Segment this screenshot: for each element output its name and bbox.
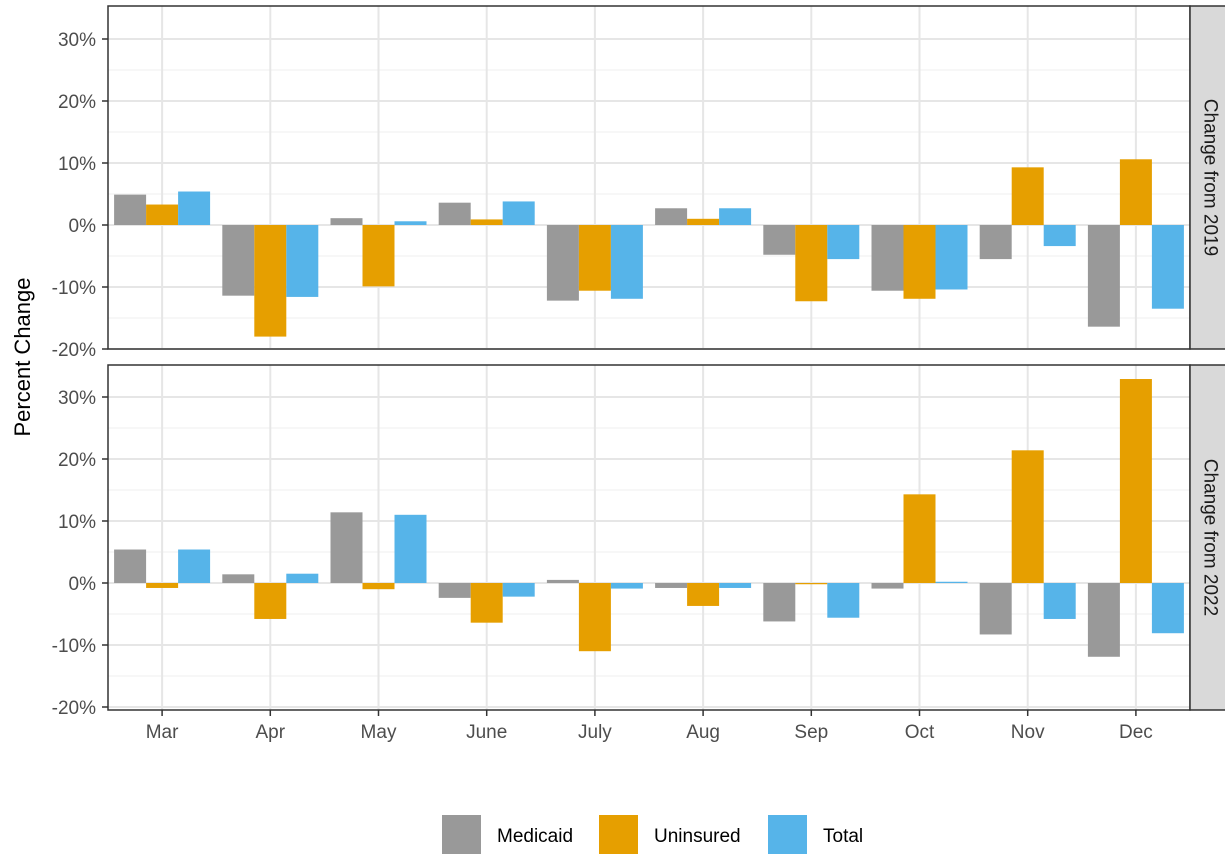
bar-panel-1-uninsured-july [578, 225, 611, 291]
bar-panel-2-total-mar [178, 549, 211, 583]
panel-1-y-tick-label: -20% [52, 340, 96, 361]
panel-2-background [108, 365, 1190, 710]
panel-2-y-tick-label: -10% [52, 636, 96, 657]
bar-panel-1-total-june [502, 201, 535, 225]
bar-panel-2-total-oct [935, 581, 968, 583]
bar-panel-1-uninsured-sep [795, 225, 828, 302]
bar-panel-1-uninsured-dec [1119, 159, 1152, 225]
bar-panel-2-medicaid-apr [222, 574, 255, 583]
bar-panel-2-uninsured-july [578, 583, 611, 652]
panel-2-y-tick-label: -20% [52, 698, 96, 719]
bar-panel-1-uninsured-june [470, 219, 503, 225]
bar-panel-1-medicaid-may [330, 218, 363, 225]
bar-panel-2-total-apr [286, 573, 319, 583]
legend-label-uninsured: Uninsured [654, 826, 741, 847]
x-tick-label-mar: Mar [146, 722, 179, 743]
legend-label-medicaid: Medicaid [497, 826, 573, 847]
bar-panel-1-medicaid-nov [979, 225, 1012, 260]
panel-2-y-tick-label: 30% [58, 388, 96, 409]
panel-1-strip-label: Change from 2019 [1199, 99, 1220, 256]
bar-panel-2-medicaid-oct [871, 583, 904, 589]
x-tick-label-nov: Nov [1011, 722, 1045, 743]
bar-panel-2-uninsured-aug [687, 583, 720, 606]
bar-panel-2-total-nov [1043, 583, 1076, 619]
bar-panel-2-medicaid-may [330, 512, 363, 583]
bar-panel-2-uninsured-june [470, 583, 503, 623]
bar-panel-2-total-dec [1151, 583, 1184, 634]
bar-panel-1-uninsured-aug [687, 218, 720, 225]
bar-panel-1-total-may [394, 221, 427, 225]
bar-panel-2-uninsured-may [362, 583, 395, 590]
bar-panel-2-uninsured-dec [1119, 379, 1152, 583]
bar-panel-2-total-sep [827, 583, 860, 618]
legend-label-total: Total [823, 826, 863, 847]
bar-panel-2-medicaid-nov [979, 583, 1012, 635]
bar-panel-2-medicaid-aug [655, 583, 688, 588]
legend-key-uninsured [599, 815, 638, 854]
panel-2-strip-label: Change from 2022 [1199, 459, 1220, 616]
bar-panel-1-medicaid-mar [114, 194, 147, 225]
bar-panel-1-medicaid-july [546, 225, 579, 301]
bar-panel-2-total-june [502, 583, 535, 597]
bar-panel-1-medicaid-apr [222, 225, 255, 296]
panel-2-strip [1189, 364, 1225, 711]
panel-1-y-tick-label: 30% [58, 30, 96, 51]
bar-panel-1-medicaid-aug [655, 208, 688, 225]
bar-panel-2-total-may [394, 514, 427, 583]
bar-panel-2-medicaid-sep [763, 583, 796, 622]
bar-panel-2-medicaid-mar [114, 549, 147, 583]
bar-panel-1-total-apr [286, 225, 319, 297]
panel-1-y-tick-label: 20% [58, 92, 96, 113]
bar-panel-1-total-mar [178, 191, 211, 225]
bar-panel-1-medicaid-dec [1087, 225, 1120, 327]
bar-panel-1-medicaid-oct [871, 225, 904, 291]
bar-panel-1-total-sep [827, 225, 860, 260]
bar-panel-2-uninsured-mar [146, 583, 179, 588]
bar-panel-1-total-aug [719, 208, 752, 225]
bar-panel-2-uninsured-nov [1011, 450, 1044, 583]
panel-2-y-tick-label: 10% [58, 512, 96, 533]
bar-panel-1-uninsured-mar [146, 204, 179, 225]
x-tick-label-july: July [578, 722, 612, 743]
panel-1-y-tick-label: 10% [58, 154, 96, 175]
x-tick-label-apr: Apr [256, 722, 286, 743]
x-tick-label-aug: Aug [686, 722, 720, 743]
bar-panel-1-total-oct [935, 225, 968, 290]
legend-key-medicaid [442, 815, 481, 854]
bar-panel-2-total-aug [719, 583, 752, 588]
bar-panel-2-uninsured-apr [254, 583, 287, 619]
bar-panel-2-medicaid-june [438, 583, 471, 598]
legend-key-total [768, 815, 807, 854]
bar-panel-1-total-dec [1151, 225, 1184, 309]
bar-panel-2-medicaid-july [546, 579, 579, 583]
x-tick-label-sep: Sep [794, 722, 828, 743]
bar-panel-2-uninsured-sep [795, 583, 828, 585]
panel-1-y-tick-label: -10% [52, 278, 96, 299]
x-tick-label-oct: Oct [905, 722, 935, 743]
bar-panel-1-total-july [610, 225, 643, 299]
x-tick-label-dec: Dec [1119, 722, 1153, 743]
x-tick-label-may: May [361, 722, 397, 743]
panel-2-y-tick-label: 20% [58, 450, 96, 471]
y-axis-title: Percent Change [10, 278, 35, 437]
x-tick-label-june: June [466, 722, 507, 743]
bar-panel-2-total-july [610, 583, 643, 589]
bar-panel-1-medicaid-sep [763, 225, 796, 255]
bar-panel-2-medicaid-dec [1087, 583, 1120, 657]
bar-panel-1-uninsured-nov [1011, 167, 1044, 225]
bar-panel-1-uninsured-apr [254, 225, 287, 337]
panel-1-y-tick-label: 0% [69, 216, 97, 237]
panel-1-strip [1189, 5, 1225, 350]
panel-2-y-tick-label: 0% [69, 574, 97, 595]
bar-panel-1-total-nov [1043, 225, 1076, 247]
bar-panel-1-uninsured-may [362, 225, 395, 287]
bar-panel-1-uninsured-oct [903, 225, 936, 299]
bar-panel-1-medicaid-june [438, 202, 471, 225]
bar-panel-2-uninsured-oct [903, 494, 936, 583]
